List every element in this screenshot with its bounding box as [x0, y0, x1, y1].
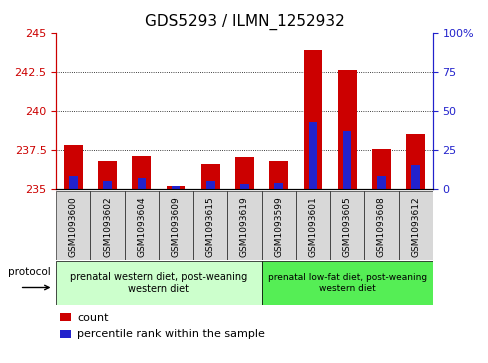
Text: prenatal low-fat diet, post-weaning
western diet: prenatal low-fat diet, post-weaning west…: [267, 273, 426, 293]
Bar: [64, 145, 82, 189]
Text: GSM1093602: GSM1093602: [103, 196, 112, 257]
Bar: [56, 261, 261, 305]
Text: GSM1093609: GSM1093609: [171, 196, 180, 257]
Bar: [98, 161, 117, 189]
Bar: [69, 176, 78, 189]
Bar: [342, 131, 351, 189]
Bar: [227, 191, 261, 260]
Bar: [364, 191, 398, 260]
Bar: [103, 181, 112, 189]
Text: GSM1093599: GSM1093599: [274, 196, 283, 257]
Bar: [60, 313, 71, 322]
Bar: [159, 191, 193, 260]
Bar: [261, 261, 432, 305]
Bar: [90, 191, 124, 260]
Bar: [274, 183, 283, 189]
Bar: [410, 166, 419, 189]
Bar: [56, 191, 90, 260]
Text: count: count: [77, 313, 108, 322]
Bar: [406, 134, 424, 189]
Text: GSM1093605: GSM1093605: [342, 196, 351, 257]
Bar: [132, 156, 151, 189]
Bar: [337, 70, 356, 189]
Text: GSM1093619: GSM1093619: [240, 196, 248, 257]
Text: GSM1093612: GSM1093612: [410, 196, 419, 257]
Bar: [205, 181, 214, 189]
Text: GSM1093604: GSM1093604: [137, 196, 146, 257]
Text: GSM1093601: GSM1093601: [308, 196, 317, 257]
Bar: [308, 122, 317, 189]
Bar: [398, 191, 432, 260]
Bar: [240, 184, 248, 189]
Text: percentile rank within the sample: percentile rank within the sample: [77, 329, 264, 339]
Bar: [201, 164, 219, 189]
Bar: [261, 191, 295, 260]
Text: GSM1093608: GSM1093608: [376, 196, 385, 257]
Bar: [124, 191, 159, 260]
Text: GSM1093600: GSM1093600: [69, 196, 78, 257]
Text: protocol: protocol: [8, 267, 51, 277]
Bar: [303, 50, 322, 189]
Bar: [171, 185, 180, 189]
Bar: [295, 191, 329, 260]
Bar: [137, 178, 146, 189]
Title: GDS5293 / ILMN_1252932: GDS5293 / ILMN_1252932: [144, 14, 344, 30]
Bar: [235, 157, 253, 189]
Bar: [376, 176, 385, 189]
Bar: [371, 149, 390, 189]
Text: GSM1093615: GSM1093615: [205, 196, 214, 257]
Bar: [269, 161, 287, 189]
Text: prenatal western diet, post-weaning
western diet: prenatal western diet, post-weaning west…: [70, 272, 247, 294]
Bar: [166, 185, 185, 189]
Bar: [60, 330, 71, 338]
Bar: [329, 191, 364, 260]
Bar: [193, 191, 227, 260]
